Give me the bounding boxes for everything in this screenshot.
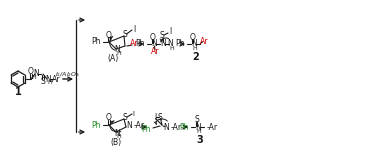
Text: I: I xyxy=(169,28,171,36)
Text: N: N xyxy=(196,122,201,132)
Text: Ph: Ph xyxy=(91,121,101,129)
Text: N: N xyxy=(192,40,197,48)
Text: Ph: Ph xyxy=(141,125,151,133)
Text: S: S xyxy=(122,30,127,39)
Text: Ph: Ph xyxy=(135,40,145,48)
Text: I: I xyxy=(132,110,134,116)
Text: O: O xyxy=(106,114,112,122)
Text: H: H xyxy=(117,134,121,139)
Text: H: H xyxy=(32,75,36,80)
Text: 3: 3 xyxy=(197,135,203,145)
Text: N: N xyxy=(126,121,132,129)
Text: N: N xyxy=(114,46,120,54)
Text: N: N xyxy=(45,75,51,83)
Text: S: S xyxy=(40,76,45,86)
Text: -Ar: -Ar xyxy=(134,121,145,129)
Text: N: N xyxy=(167,40,173,48)
Text: S: S xyxy=(122,113,127,122)
Text: Ph: Ph xyxy=(180,122,189,132)
Text: Ar: Ar xyxy=(151,47,159,57)
Text: N: N xyxy=(163,122,169,132)
Text: -Ar: -Ar xyxy=(207,122,218,132)
Text: Ar: Ar xyxy=(130,40,138,48)
Text: H: H xyxy=(48,80,53,85)
Text: H: H xyxy=(196,129,201,134)
Text: Ar: Ar xyxy=(52,75,61,83)
Text: S: S xyxy=(160,31,164,40)
Text: Ph: Ph xyxy=(91,37,101,46)
Text: I: I xyxy=(154,112,156,122)
Text: O: O xyxy=(28,68,34,76)
Text: Ar: Ar xyxy=(200,36,208,46)
Text: I: I xyxy=(133,24,135,34)
Text: (B): (B) xyxy=(110,139,122,147)
Text: (A): (A) xyxy=(107,53,119,63)
Text: Ph: Ph xyxy=(175,40,185,48)
Text: S: S xyxy=(158,112,163,122)
Text: H: H xyxy=(192,46,197,51)
Text: H: H xyxy=(170,46,174,51)
Text: N: N xyxy=(151,40,157,48)
Text: N: N xyxy=(114,128,120,138)
Text: O: O xyxy=(106,30,112,40)
Text: O: O xyxy=(150,33,156,41)
Text: 1: 1 xyxy=(15,87,22,97)
Text: I$_2$/Al$_2$O$_3$: I$_2$/Al$_2$O$_3$ xyxy=(55,70,81,79)
Text: N: N xyxy=(160,40,166,48)
Text: -Ar: -Ar xyxy=(171,122,182,132)
Text: S: S xyxy=(195,116,199,125)
Text: 2: 2 xyxy=(193,52,199,62)
Text: H: H xyxy=(117,51,121,56)
Text: O: O xyxy=(190,33,196,41)
Text: N: N xyxy=(33,69,39,79)
